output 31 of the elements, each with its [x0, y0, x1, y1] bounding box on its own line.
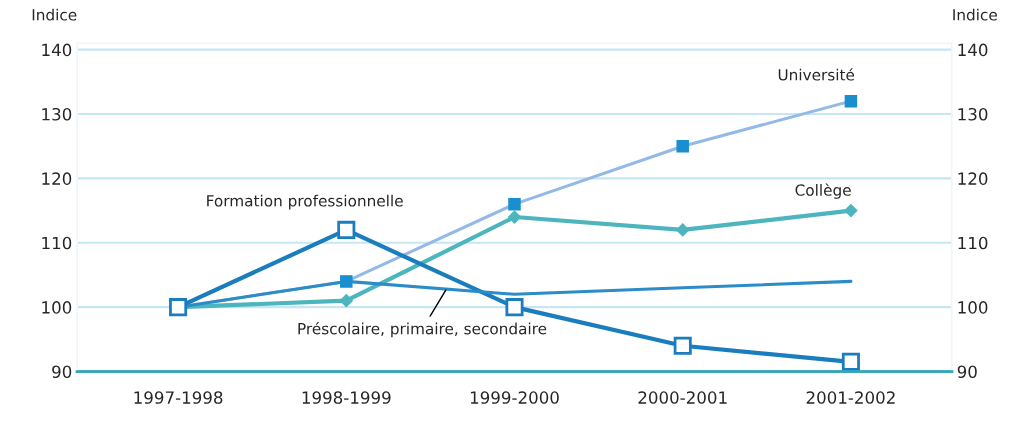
series-label: Préscolaire, primaire, secondaire: [298, 321, 547, 338]
y-tick-label: 140: [42, 43, 72, 57]
y-tick-label: 130: [42, 107, 72, 121]
point: [337, 220, 356, 239]
x-tick-label: 1998-1999: [302, 391, 391, 404]
point: [507, 210, 522, 224]
point: [673, 336, 692, 355]
y2-tick-label: 110: [958, 236, 988, 250]
text: Formation professionnelle: [207, 194, 403, 210]
x-tick-label: 2001-2002: [806, 391, 895, 404]
x-tick-label: 1999-2000: [470, 391, 559, 404]
point: [505, 298, 524, 317]
point: [339, 294, 353, 308]
x-tick-label: 2000-2001: [638, 391, 727, 404]
y-tick-label: 100: [42, 301, 72, 314]
y2-tick-label: 90: [957, 365, 977, 379]
y-tick-label: 90: [52, 365, 72, 379]
x-tick-label: 1997-1998: [134, 391, 223, 404]
y-tick-label: 110: [42, 236, 72, 250]
point: [844, 203, 858, 218]
y-axis-title: Indice: [32, 8, 77, 21]
y2-tick-label: 140: [958, 43, 988, 57]
y2-tick-label: 130: [958, 107, 988, 121]
y-tick-label: 120: [42, 172, 72, 185]
y2-tick-label: 120: [958, 172, 988, 185]
point: [676, 223, 690, 237]
series-label: Université: [778, 68, 855, 81]
y2-axis-title: Indice: [953, 8, 997, 21]
series-label: Collège: [795, 183, 851, 199]
point: [841, 352, 860, 371]
y2-tick-label: 100: [958, 301, 988, 314]
